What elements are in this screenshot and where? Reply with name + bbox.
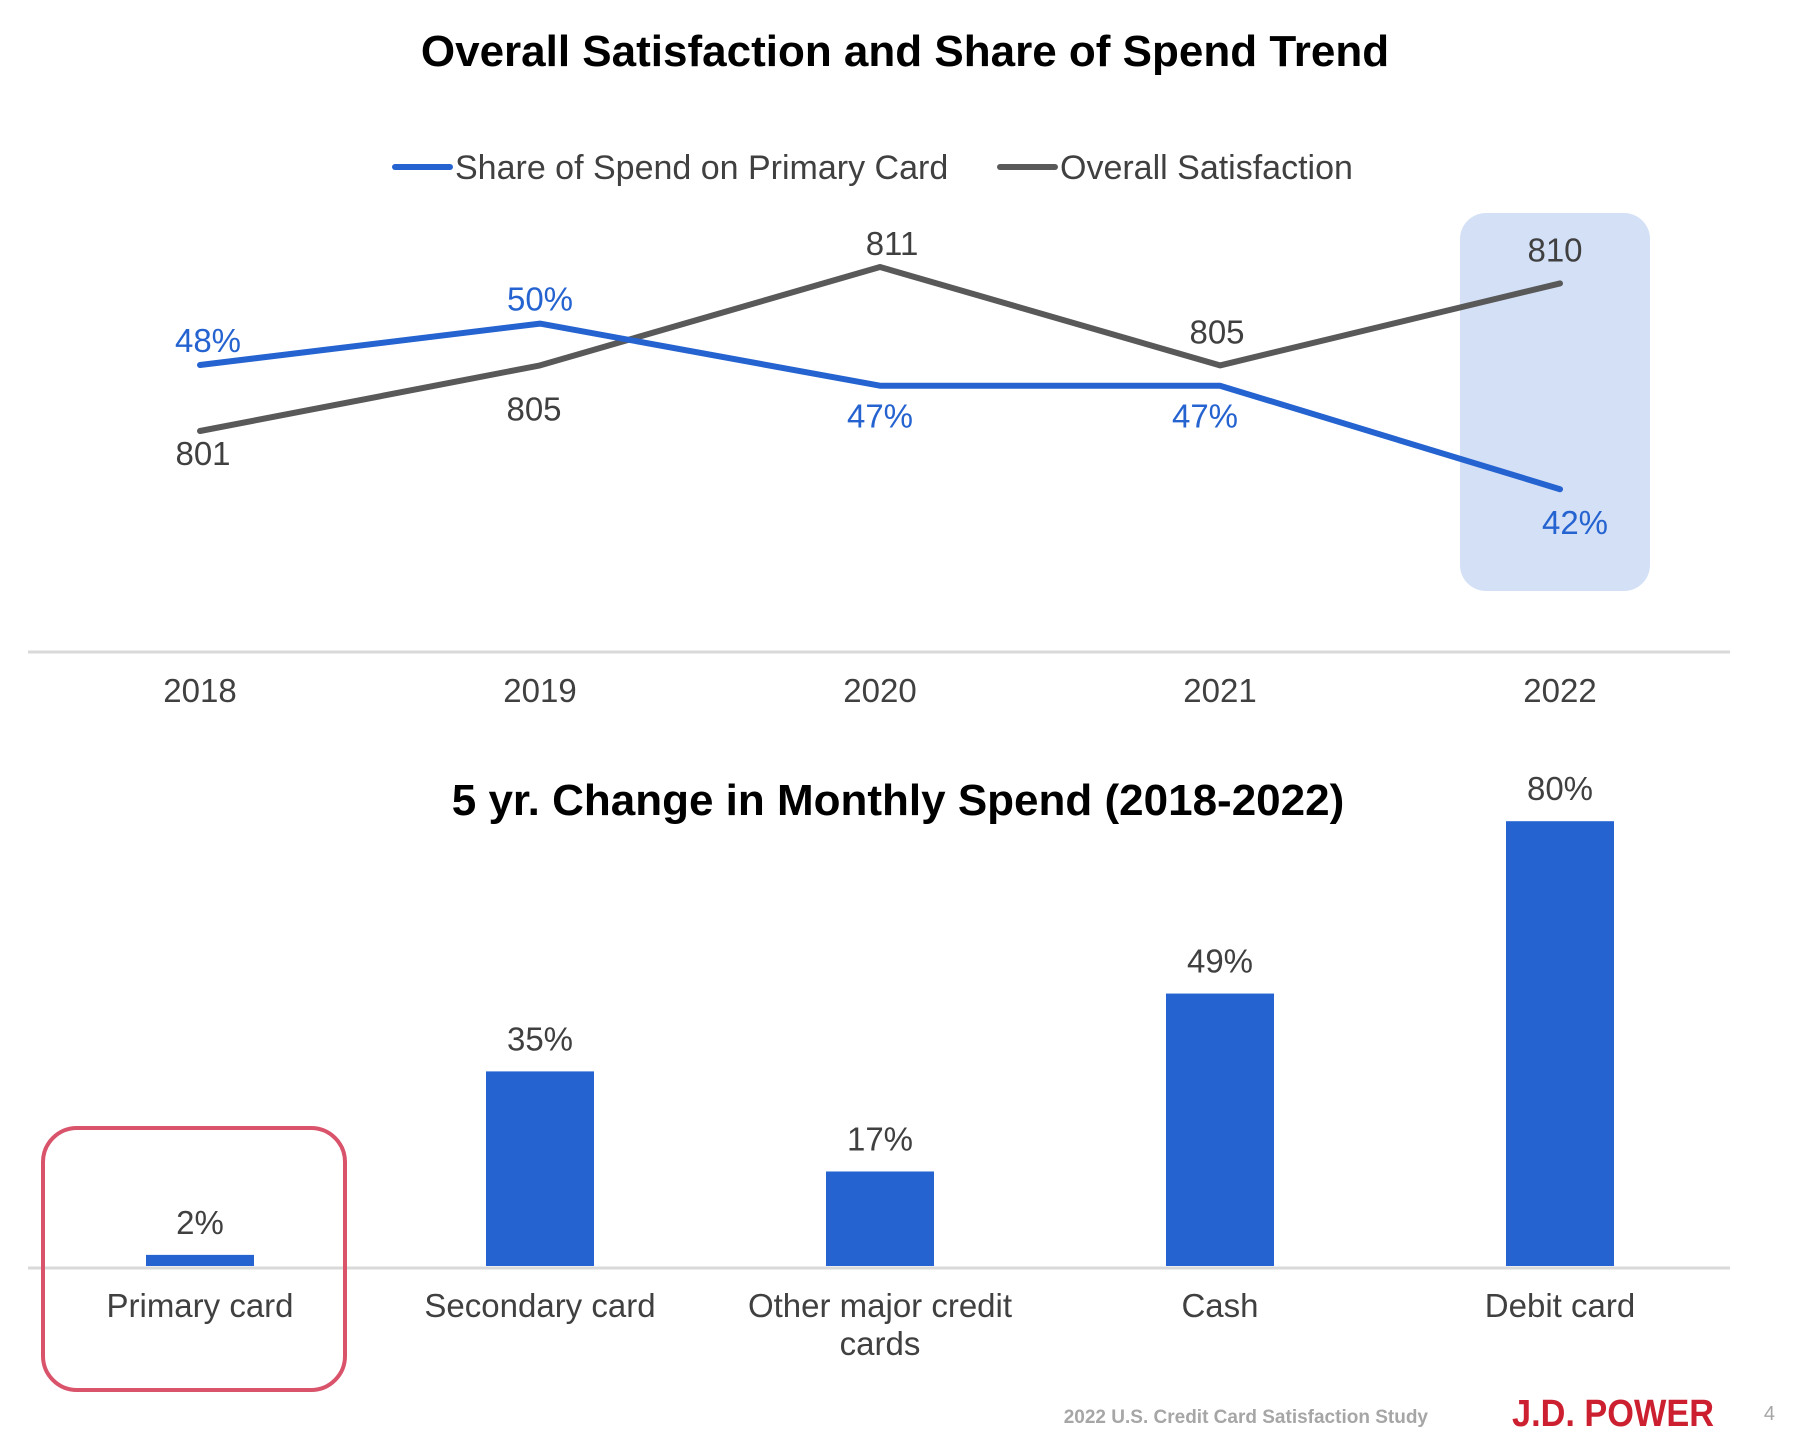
bar xyxy=(826,1171,934,1266)
bar-category-label: Primary card xyxy=(106,1287,293,1324)
x-tick-label: 2020 xyxy=(843,672,916,709)
line-chart-x-ticks: 2018 2019 2020 2021 2022 xyxy=(163,672,1596,709)
series-line-share-of-spend xyxy=(197,320,1563,493)
bar xyxy=(146,1254,254,1266)
line-chart-series xyxy=(197,264,1563,493)
x-tick-label: 2018 xyxy=(163,672,236,709)
bar-data-label: 2% xyxy=(176,1204,224,1241)
data-label-overall-satisfaction: 810 xyxy=(1527,231,1582,268)
bar-data-label: 80% xyxy=(1527,770,1593,807)
data-label-share-of-spend: 48% xyxy=(175,322,241,359)
bar-category-label: Secondary card xyxy=(424,1287,655,1324)
data-label-overall-satisfaction: 811 xyxy=(866,225,919,262)
data-label-overall-satisfaction: 805 xyxy=(506,390,561,427)
bar-category-label: Other major credit cards xyxy=(748,1287,1012,1362)
data-label-overall-satisfaction: 805 xyxy=(1189,313,1244,350)
bar-data-label: 17% xyxy=(847,1120,913,1157)
data-label-share-of-spend: 47% xyxy=(1172,398,1238,435)
bar-chart-x-ticks: Primary card Secondary card Other major cr… xyxy=(106,1287,1635,1362)
bar-data-label: 35% xyxy=(507,1020,573,1057)
bar-category-label: Debit card xyxy=(1485,1287,1635,1324)
bar xyxy=(1506,821,1614,1266)
line-chart-legend: Share of Spend on Primary Card Overall S… xyxy=(392,149,1353,187)
bar-data-label: 49% xyxy=(1187,943,1253,980)
footer: 2022 U.S. Credit Card Satisfaction Study… xyxy=(1064,1393,1775,1435)
line-chart-title: Overall Satisfaction and Share of Spend … xyxy=(421,27,1389,76)
series-line-overall-satisfaction xyxy=(197,264,1563,434)
bar-chart-data-labels: 2% 35% 17% 49% 80% xyxy=(176,770,1593,1241)
page-number: 4 xyxy=(1764,1403,1775,1425)
line-chart-data-labels: 48% 50% 47% 47% 42% 801 805 811 805 810 xyxy=(175,225,1608,541)
bar-category-label: Cash xyxy=(1181,1287,1258,1324)
x-tick-label: 2021 xyxy=(1183,672,1256,709)
bar-chart-bars xyxy=(146,821,1614,1266)
data-label-share-of-spend: 42% xyxy=(1542,504,1608,541)
highlight-box-2022 xyxy=(1460,213,1650,591)
bar-chart-title: 5 yr. Change in Monthly Spend (2018-2022… xyxy=(452,776,1344,825)
legend-label-share: Share of Spend on Primary Card xyxy=(455,149,948,187)
footer-study-name: 2022 U.S. Credit Card Satisfaction Study xyxy=(1064,1407,1429,1428)
data-label-overall-satisfaction: 801 xyxy=(175,435,230,472)
data-label-share-of-spend: 50% xyxy=(507,281,573,318)
x-tick-label: 2022 xyxy=(1523,672,1596,709)
bar xyxy=(486,1071,594,1266)
bar-chart: 5 yr. Change in Monthly Spend (2018-2022… xyxy=(28,770,1730,1392)
legend-label-satisfaction: Overall Satisfaction xyxy=(1060,149,1353,187)
line-chart: Overall Satisfaction and Share of Spend … xyxy=(28,27,1730,709)
x-tick-label: 2019 xyxy=(503,672,576,709)
data-label-share-of-spend: 47% xyxy=(847,398,913,435)
highlight-box-primary-card xyxy=(41,1126,347,1392)
bar xyxy=(1166,993,1274,1266)
brand-logo: J.D. POWER xyxy=(1512,1393,1714,1435)
